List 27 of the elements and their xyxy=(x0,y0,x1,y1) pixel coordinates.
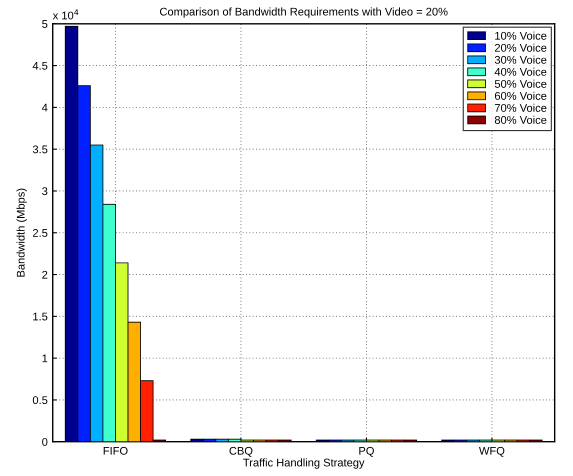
chart-title: Comparison of Bandwidth Requirements with Video = 20% xyxy=(160,7,448,18)
y-tick-label: 1.5 xyxy=(33,312,48,320)
y-tick-label: 2.5 xyxy=(32,229,48,237)
y-tick-label: 0 xyxy=(42,438,48,446)
legend-label: 20% Voice xyxy=(494,44,546,52)
x-tick-label: WFQ xyxy=(479,446,504,457)
x-axis-title: Traffic Handling Strategy xyxy=(243,458,365,469)
legend-label: 40% Voice xyxy=(494,68,546,76)
legend-label: 70% Voice xyxy=(494,104,546,112)
x-tick-label: CBQ xyxy=(229,446,252,457)
y-tick-label: 4.5 xyxy=(32,62,48,70)
y-axis-title: Bandwidth (Mbps) xyxy=(16,188,27,277)
y-tick-label: 0.5 xyxy=(32,396,48,404)
legend-label: 60% Voice xyxy=(494,92,546,100)
y-tick-label: 3.5 xyxy=(32,145,48,154)
y-tick-label: 5 xyxy=(42,20,48,28)
y-tick-label: 3 xyxy=(42,187,48,196)
legend-label: 10% Voice xyxy=(495,32,546,40)
y-tick-label: 2 xyxy=(42,270,48,279)
y-tick-label: 4 xyxy=(42,104,48,112)
x-tick-label: FIFO xyxy=(104,446,128,455)
x-tick-label: PQ xyxy=(359,446,374,457)
legend-label: 50% Voice xyxy=(494,80,546,88)
y-tick-label: 1 xyxy=(42,354,48,362)
text: x 10$^{4}$ xyxy=(52,9,78,20)
legend-label: 80% Voice xyxy=(494,116,546,124)
legend-label: 30% Voice xyxy=(494,56,546,64)
